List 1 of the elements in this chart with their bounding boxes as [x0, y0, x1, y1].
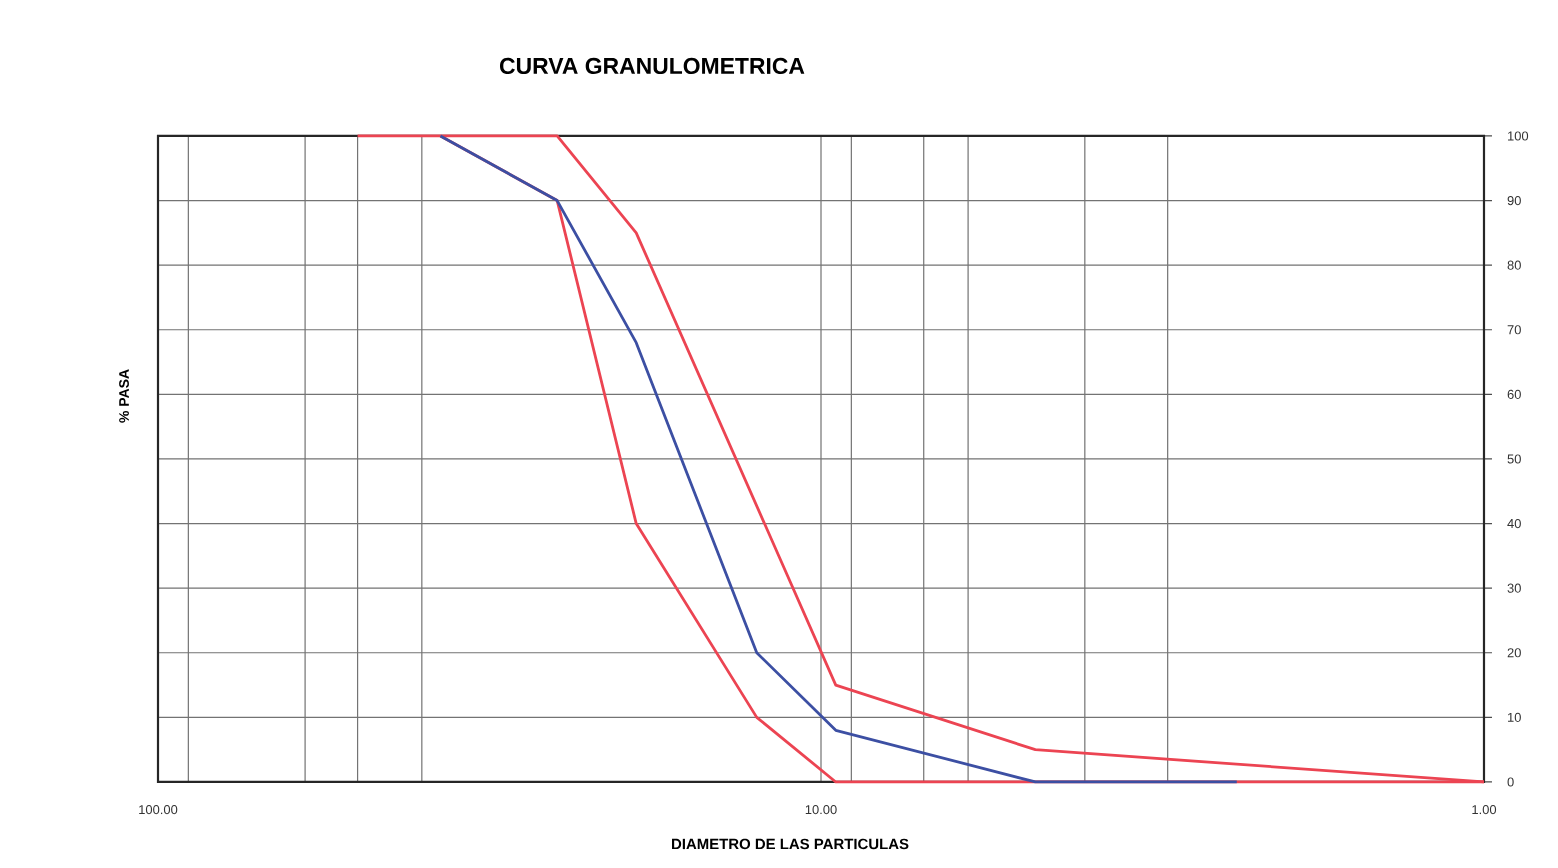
chart-title: CURVA GRANULOMETRICA	[499, 57, 805, 75]
